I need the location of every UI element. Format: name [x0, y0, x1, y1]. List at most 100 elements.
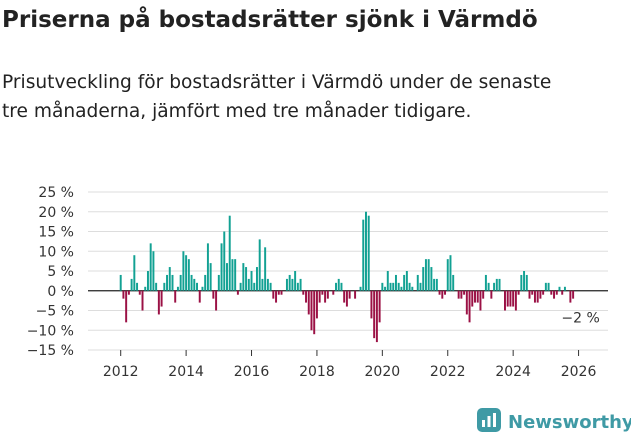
bar-negative	[375, 290, 378, 343]
bar-negative	[321, 290, 324, 295]
bar-negative	[160, 290, 163, 307]
bar-positive	[182, 251, 185, 291]
bar-negative	[542, 290, 545, 295]
newsworthy-brand[interactable]: Newsworthy	[476, 406, 631, 438]
bar-positive	[155, 282, 158, 291]
bar-positive	[392, 282, 395, 291]
bar-negative	[275, 290, 278, 303]
bar-positive	[152, 251, 155, 291]
bar-positive	[144, 286, 147, 291]
x-tick-label: 2016	[234, 364, 270, 380]
bar-positive	[365, 211, 367, 291]
bar-positive	[384, 286, 387, 291]
bar-positive	[253, 282, 256, 291]
bar-positive	[291, 278, 294, 291]
bar-negative	[348, 290, 351, 299]
bar-positive	[171, 274, 174, 291]
bar-positive	[523, 271, 526, 291]
bar-negative	[272, 290, 275, 299]
bar-negative	[512, 290, 515, 307]
bar-positive	[228, 215, 231, 291]
bar-positive	[247, 278, 250, 291]
bar-positive	[435, 278, 438, 291]
bar-negative	[174, 290, 177, 303]
bar-negative	[561, 290, 564, 295]
bar-negative	[236, 290, 239, 295]
bar-positive	[400, 286, 403, 291]
bar-positive	[359, 286, 362, 291]
bar-negative	[277, 290, 280, 295]
bar-positive	[337, 278, 340, 291]
bar-negative	[468, 290, 471, 323]
annotations: −2 %	[561, 311, 599, 327]
bar-positive	[411, 286, 414, 291]
x-tick-label: 2022	[430, 364, 466, 380]
bar-positive	[119, 274, 122, 291]
bar-negative	[345, 290, 348, 307]
bar-negative	[378, 290, 381, 323]
bar-negative	[460, 290, 463, 299]
bar-positive	[484, 274, 487, 291]
bar-positive	[433, 278, 436, 291]
brand-name: Newsworthy	[508, 411, 631, 433]
bar-negative	[315, 290, 318, 319]
bar-negative	[370, 290, 373, 319]
bar-positive	[185, 255, 188, 291]
bar-positive	[525, 274, 528, 291]
bar-negative	[569, 290, 572, 303]
bar-positive	[190, 274, 193, 291]
y-tick-label: 25 %	[38, 185, 74, 201]
bar-positive	[255, 267, 258, 291]
bar-negative	[444, 290, 447, 295]
y-tick-label: −10 %	[27, 323, 74, 339]
bar-chart: −15 % −10 % −5 % 0 % 5 % 10 % 15 % 20 % 25 % 201…	[27, 185, 608, 380]
bar-negative	[517, 290, 520, 295]
bar-negative	[198, 290, 201, 303]
bar-positive	[187, 259, 190, 291]
y-tick-label: 5 %	[47, 264, 74, 280]
bar-negative	[441, 290, 444, 299]
bar-negative	[310, 290, 313, 331]
x-tick-label: 2020	[365, 364, 401, 380]
bar-positive	[242, 263, 245, 291]
bar-positive	[130, 278, 133, 291]
chart-title: Priserna på bostadsrätter sjönk i Värmdö	[2, 7, 538, 33]
y-tick-label: 10 %	[38, 244, 74, 260]
bar-negative	[157, 290, 160, 315]
bar-positive	[209, 263, 212, 291]
bar-positive	[234, 259, 237, 291]
bar-positive	[340, 282, 343, 291]
bar-negative	[555, 290, 558, 295]
bar-positive	[166, 274, 169, 291]
newsworthy-logo-icon	[476, 407, 502, 437]
bar-negative	[305, 290, 308, 303]
x-tick-label: 2018	[299, 364, 335, 380]
bar-negative	[471, 290, 474, 307]
bar-negative	[125, 290, 128, 323]
bar-positive	[563, 286, 566, 291]
bar-negative	[479, 290, 482, 311]
bar-positive	[520, 274, 523, 291]
bar-positive	[493, 282, 496, 291]
bar-negative	[490, 290, 493, 299]
x-tick-label: 2024	[495, 364, 531, 380]
x-tick-label: 2026	[561, 364, 597, 380]
bar-positive	[264, 247, 267, 291]
bar-positive	[239, 282, 242, 291]
bar-positive	[204, 274, 207, 291]
bar-negative	[506, 290, 509, 307]
bar-negative	[127, 290, 130, 295]
bar-positive	[394, 274, 397, 291]
bar-negative	[509, 290, 512, 307]
bar-positive	[217, 274, 220, 291]
bar-positive	[258, 239, 261, 291]
bar-negative	[141, 290, 144, 311]
bar-negative	[324, 290, 327, 303]
bar-negative	[318, 290, 321, 303]
bar-positive	[367, 215, 370, 291]
bar-negative	[332, 290, 335, 295]
bar-positive	[269, 282, 272, 291]
bar-positive	[133, 255, 136, 291]
bar-negative	[457, 290, 460, 299]
x-tick-label: 2012	[103, 364, 139, 380]
